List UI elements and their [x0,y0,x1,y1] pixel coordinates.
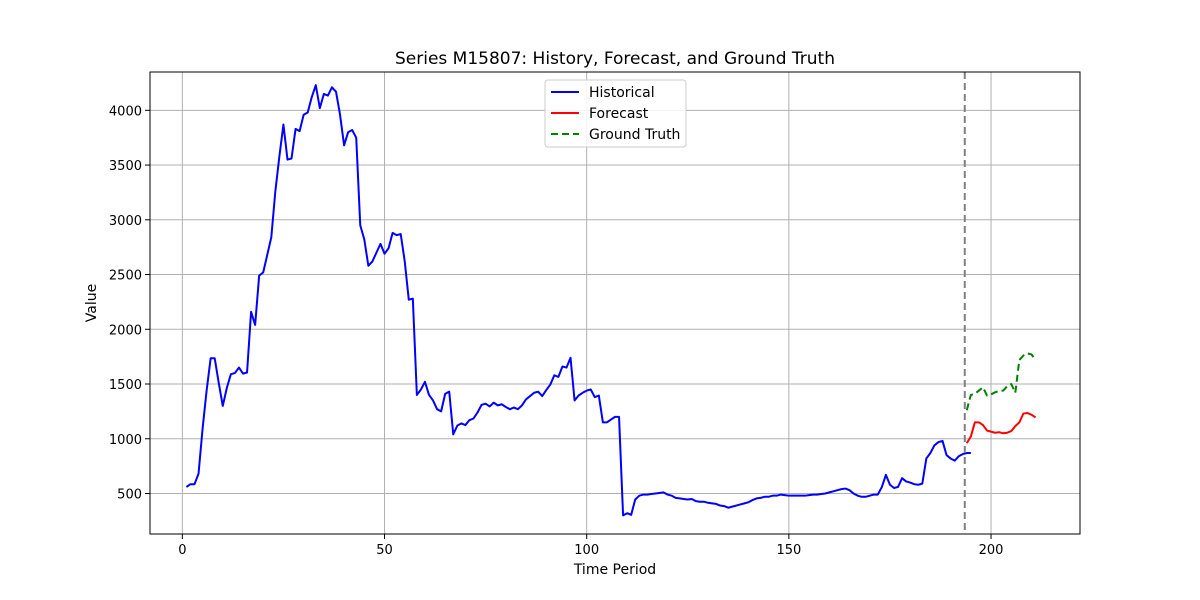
series-line-0 [185,84,971,517]
y-axis-label: Value [84,284,100,322]
x-axis-label: Time Period [573,562,656,578]
series-line-1 [965,412,1037,444]
plot-frame [149,71,1081,535]
chart-title: Series M15807: History, Forecast, and Gr… [395,49,835,69]
ticks: 0 50 100 150 200 500 1000 1500 2000 2500 3000 3500 4… [109,104,1004,558]
legend-label: Historical [589,85,655,101]
legend-box [544,79,687,148]
y-tick-label: 4000 [109,104,142,119]
legend-label: Ground Truth [589,127,680,143]
y-tick-label: 2500 [109,269,142,284]
x-tick-label: 50 [376,543,393,558]
legend-label: Forecast [589,106,649,122]
y-tick-label: 1500 [109,378,142,393]
y-tick-label: 500 [117,487,142,502]
x-tick-label: 200 [979,543,1004,558]
series-line-2 [965,352,1037,411]
y-tick-label: 1000 [109,433,142,448]
x-tick-label: 150 [776,543,801,558]
x-tick-label: 0 [178,543,186,558]
y-tick-label: 2000 [109,323,142,338]
legend: Historical Forecast Ground Truth [544,79,687,148]
x-tick-label: 100 [574,543,599,558]
y-tick-label: 3500 [109,159,142,174]
series-layer [185,72,1037,534]
y-tick-label: 3000 [109,214,142,229]
